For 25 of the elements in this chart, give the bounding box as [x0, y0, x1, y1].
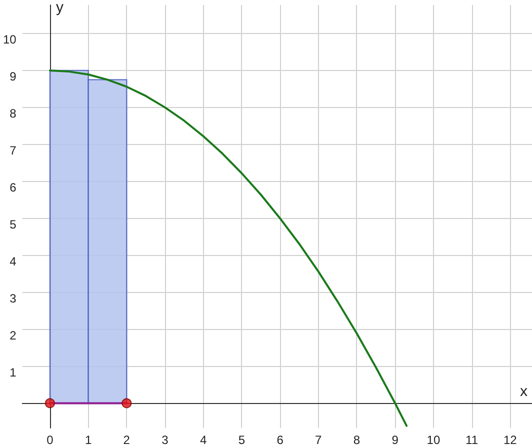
x-tick-label: 5: [238, 433, 246, 446]
x-tick-label: 8: [353, 433, 360, 446]
y-tick-label: 1: [10, 365, 17, 380]
x-tick-label: 7: [315, 433, 322, 446]
y-tick-label: 6: [10, 180, 17, 194]
y-tick-label: 7: [10, 143, 17, 158]
x-tick-label: 10: [426, 433, 440, 446]
x-tick-label: 11: [466, 433, 478, 446]
y-tick-label: 5: [10, 217, 17, 232]
x-tick-label: 0: [46, 433, 54, 446]
y-tick-label: 3: [10, 291, 17, 306]
x-tick-label: 12: [503, 433, 518, 446]
x-axis-title: x: [520, 383, 528, 400]
x-tick-label: 6: [276, 433, 284, 446]
x-tick-label: 9: [392, 433, 399, 446]
y-axis-title: y: [56, 0, 64, 16]
y-tick-label: 8: [10, 106, 17, 120]
x-tick-label: 3: [162, 433, 169, 446]
x-tick-label: 4: [200, 433, 208, 446]
x-tick-label: 2: [123, 433, 130, 446]
y-tick-label: 2: [10, 328, 17, 342]
y-tick-label: 9: [10, 69, 17, 84]
y-tick-label: 4: [10, 254, 17, 268]
x-tick-label: 1: [84, 433, 92, 446]
y-tick-label: 10: [2, 32, 17, 46]
